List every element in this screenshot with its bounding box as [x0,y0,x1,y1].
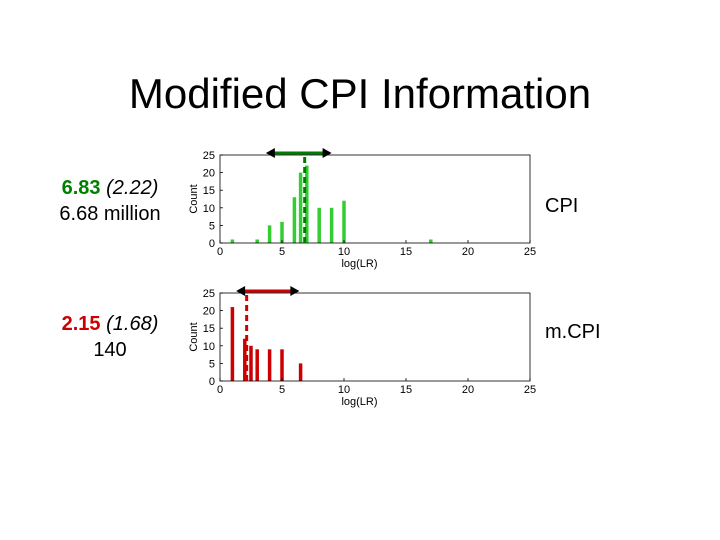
mcpi-stdev: (1.68) [106,313,159,335]
cpi-bar [280,221,284,243]
cpi-bar [298,172,303,243]
cpi-bar [255,239,259,243]
cpi-x-tick-label: 25 [524,246,536,258]
cpi-label: CPI [545,195,579,217]
cpi-histogram: 0 5 10 15 20 25 0 5 10 15 20 25 log(LR) Count [188,148,536,270]
cpi-y-tick-label: 15 [203,185,215,197]
cpi-bar [429,239,433,243]
cpi-bar [230,239,235,243]
mcpi-y-tick-label: 15 [203,323,215,335]
cpi-range-arrow-left [265,148,275,158]
cpi-x-tick-label: 10 [338,246,350,258]
cpi-mean: 6.83 [61,177,101,199]
mcpi-x-tick-label: 25 [524,384,536,396]
cpi-count: 6.68 million [59,203,161,225]
mcpi-x-tick-label: 0 [217,384,223,396]
mcpi-count: 140 [93,339,127,361]
mcpi-stats: 2.15 (1.68) 140 [10,311,210,363]
cpi-bar [292,197,297,243]
cpi-y-tick-label: 10 [203,203,215,215]
cpi-x-tick-label: 20 [462,246,474,258]
mcpi-label: m.CPI [545,321,601,343]
cpi-x-tick-label: 15 [400,246,412,258]
cpi-y-tick-label: 0 [209,238,215,250]
mcpi-y-tick-label: 25 [203,288,215,300]
mcpi-range-arrow-right [290,286,300,296]
cpi-stdev: (2.22) [106,177,159,199]
cpi-y-axis-label: Count [188,184,200,213]
mcpi-bar [280,349,284,381]
cpi-bar [317,207,321,243]
cpi-x-tick-label: 5 [279,246,285,258]
mcpi-bar [267,349,272,381]
mcpi-x-tick-label: 10 [338,384,350,396]
mcpi-bar [255,349,259,381]
mcpi-x-tick-label: 5 [279,384,285,396]
cpi-y-tick-label: 25 [203,150,215,162]
mcpi-bar [230,307,235,381]
mcpi-histogram: 0 5 10 15 20 25 0 5 10 15 20 25 log(LR) Count [188,286,536,408]
mcpi-x-tick-label: 20 [462,384,474,396]
mcpi-x-axis-label: log(LR) [341,396,377,408]
cpi-range-arrow-right [322,148,332,158]
cpi-x-tick-label: 0 [217,246,223,258]
mcpi-y-tick-label: 5 [209,358,215,370]
cpi-bar [305,165,309,243]
cpi-x-axis-label: log(LR) [341,258,377,270]
mcpi-x-tick-label: 15 [400,384,412,396]
mcpi-mean: 2.15 [61,313,101,335]
mcpi-y-tick-label: 10 [203,341,215,353]
cpi-bar [329,207,334,243]
cpi-plot-frame [219,154,531,244]
mcpi-y-axis-label: Count [188,322,200,351]
mcpi-bar [249,345,253,381]
cpi-bar [342,200,346,243]
mcpi-bar [298,363,303,381]
mcpi-y-tick-label: 0 [209,376,215,388]
mcpi-bar [243,338,247,381]
cpi-stats: 6.83 (2.22) 6.68 million [10,175,210,227]
cpi-bar [267,225,272,243]
page-title: Modified CPI Information [128,70,592,117]
cpi-y-tick-label: 20 [203,168,215,180]
mcpi-plot-frame [219,292,531,382]
mcpi-y-tick-label: 20 [203,306,215,318]
mcpi-range-arrow-left [236,286,246,296]
cpi-y-tick-label: 5 [209,220,215,232]
